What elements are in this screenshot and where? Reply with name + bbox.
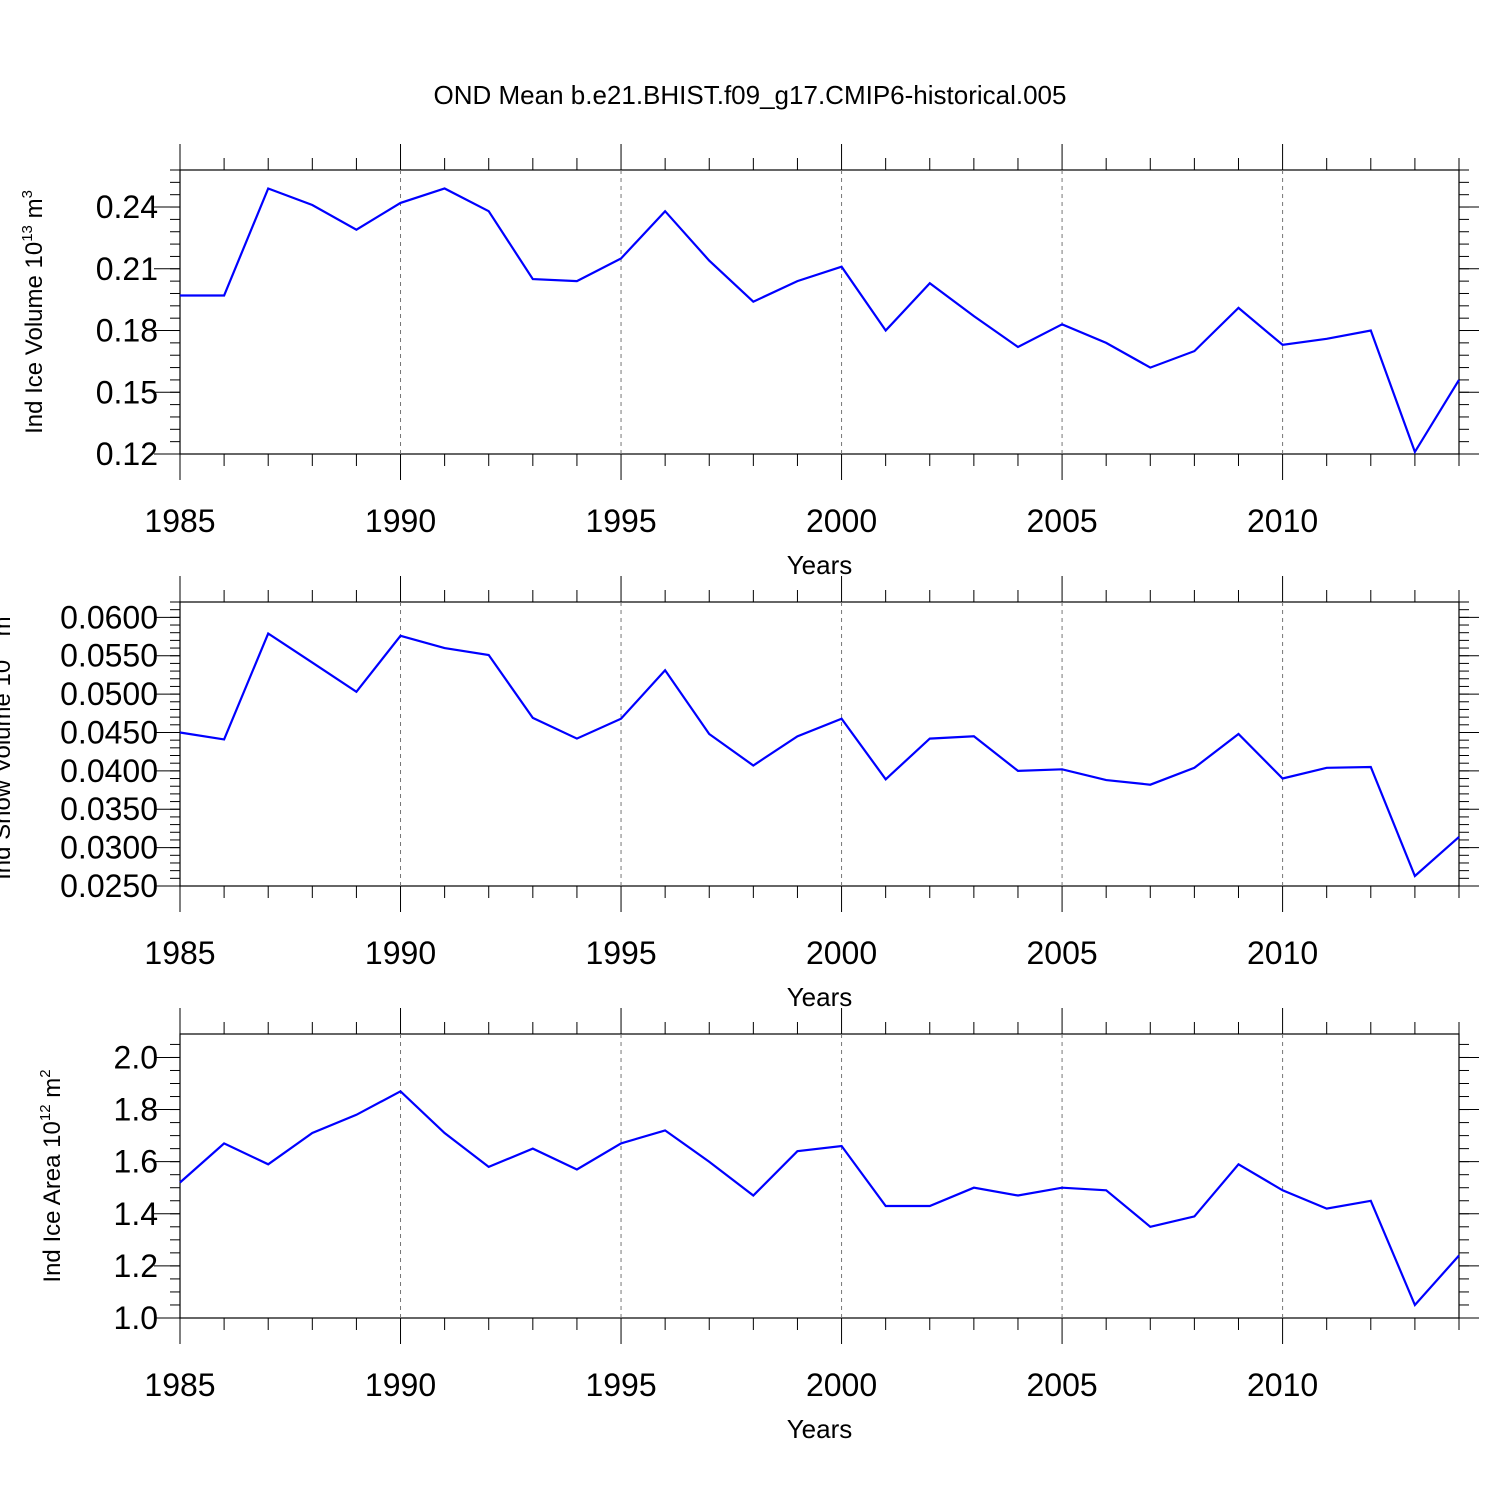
series-line	[180, 187, 1460, 455]
x-tick-label: 1990	[365, 503, 436, 539]
x-tick-label: 2005	[1026, 1367, 1097, 1403]
y-tick-label: 0.0550	[60, 638, 158, 674]
x-tick-label: 2010	[1247, 503, 1318, 539]
x-tick-label: 2010	[1247, 1367, 1318, 1403]
plot-frame	[179, 169, 1460, 455]
y-tick-label: 1.4	[114, 1196, 158, 1232]
series-line	[179, 631, 1460, 878]
y-tick-label: 0.12	[96, 436, 158, 472]
plot-frame	[179, 1033, 1460, 1319]
y-tick-label: 0.0450	[60, 714, 158, 750]
y-tick-label: 0.0250	[60, 868, 158, 904]
y-tick-label: 0.21	[96, 251, 158, 287]
y-tick-label: 0.15	[96, 374, 158, 410]
x-tick-label: 1985	[144, 1367, 215, 1403]
x-tick-label: 2005	[1026, 503, 1097, 539]
x-tick-label: 1990	[365, 1367, 436, 1403]
y-tick-label: 0.0500	[60, 676, 158, 712]
page-title: OND Mean b.e21.BHIST.f09_g17.CMIP6-histo…	[433, 80, 1067, 110]
x-tick-label: 2005	[1026, 935, 1097, 971]
y-tick-label: 1.0	[114, 1300, 158, 1336]
x-tick-label: 1985	[144, 935, 215, 971]
x-axis-label: Years	[787, 1414, 853, 1444]
y-tick-label: 0.24	[96, 189, 158, 225]
x-tick-label: 2010	[1247, 935, 1318, 971]
y-axis-label: Ind Snow Volume 1013 m3	[0, 608, 16, 880]
x-axis-label: Years	[787, 982, 853, 1012]
panel-2: 0.02500.03000.03500.04000.04500.05000.05…	[0, 576, 1479, 1012]
x-tick-label: 2000	[806, 503, 877, 539]
y-tick-label: 0.0400	[60, 753, 158, 789]
y-axis-label: Ind Ice Volume 1013 m3	[19, 190, 48, 434]
x-tick-label: 1995	[585, 503, 656, 539]
y-tick-label: 1.8	[114, 1092, 158, 1128]
y-tick-label: 1.2	[114, 1248, 158, 1284]
x-tick-label: 1995	[585, 935, 656, 971]
plot-frame	[179, 601, 1460, 887]
x-tick-label: 2000	[806, 1367, 877, 1403]
series-line	[179, 1089, 1460, 1308]
panel-1: 0.12 0.15 0.18 0.21 0.24 1985 1990 1995 2000 2005…	[19, 144, 1479, 580]
x-axis-label: Years	[787, 550, 853, 580]
y-tick-label: 0.0300	[60, 830, 158, 866]
y-tick-label: 1.6	[114, 1144, 158, 1180]
x-tick-label: 1990	[365, 935, 436, 971]
y-tick-label: 0.0350	[60, 791, 158, 827]
panel-3: 1.0 1.2 1.4 1.6 1.8 2.0 1985 1990 1995 2000 2005 20…	[37, 1008, 1479, 1444]
x-tick-label: 1995	[585, 1367, 656, 1403]
y-tick-label: 0.18	[96, 313, 158, 349]
y-tick-label: 0.0600	[60, 599, 158, 635]
y-tick-label: 2.0	[114, 1039, 158, 1075]
x-tick-label: 1985	[144, 503, 215, 539]
x-tick-label: 2000	[806, 935, 877, 971]
y-axis-label: Ind Ice Area 1012 m2	[37, 1069, 66, 1282]
